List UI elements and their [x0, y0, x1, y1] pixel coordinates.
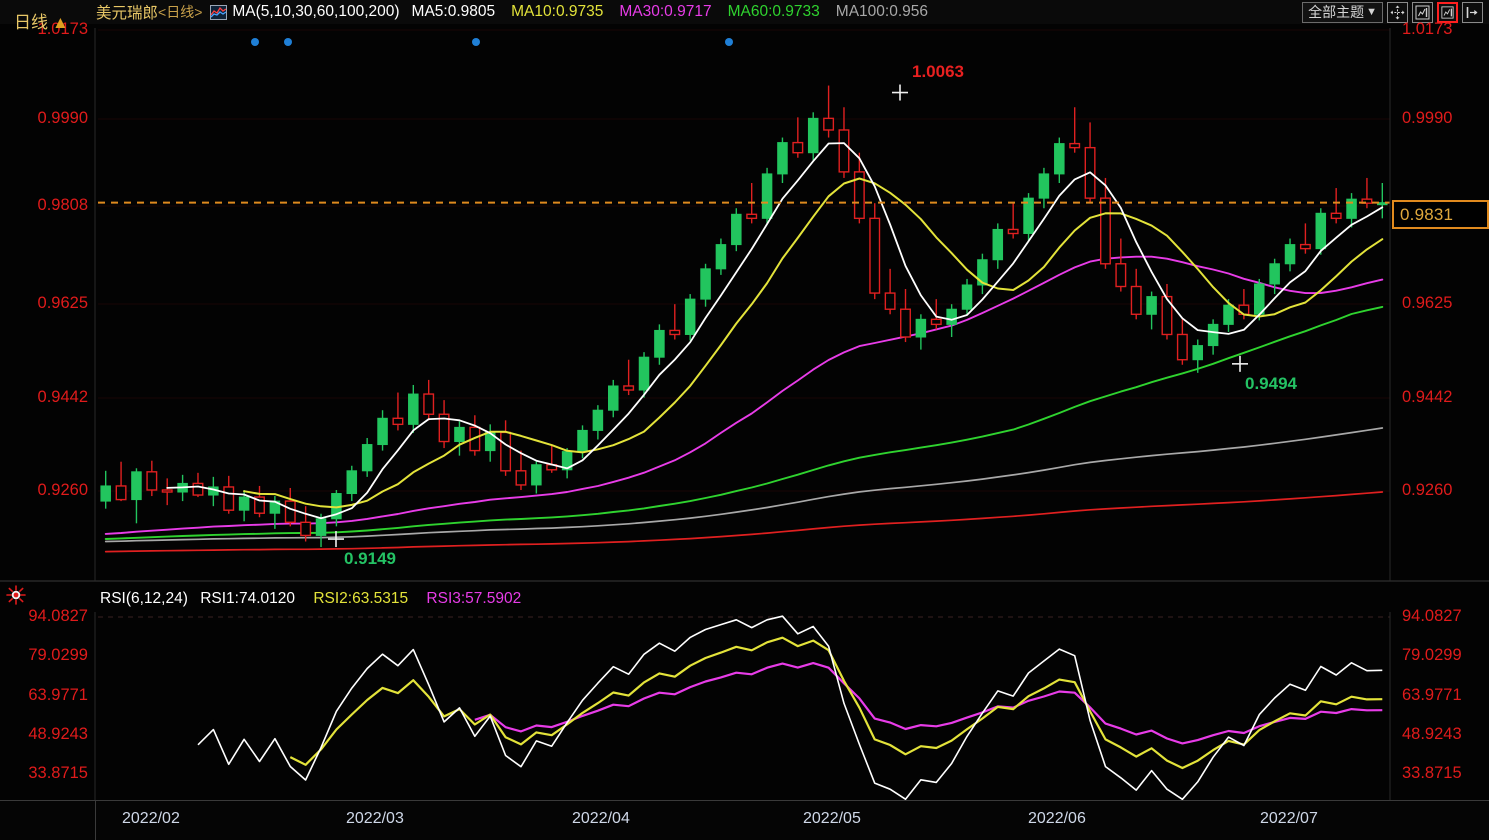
chart-toolbar: 全部主题 ▼: [1302, 2, 1483, 23]
symbol-period[interactable]: <日线>: [158, 4, 203, 20]
time-label-4: 2022/06: [1028, 810, 1086, 827]
price-ytick-left-4: 0.9442: [37, 388, 88, 406]
ma100-value: MA100:0.956: [835, 3, 929, 20]
time-label-5: 2022/07: [1260, 810, 1318, 827]
rsi-ytick-right-0: 94.0827: [1402, 607, 1462, 625]
high-annotation: 1.0063: [912, 62, 964, 81]
price-ytick-right-1: 0.9990: [1402, 109, 1453, 127]
time-label-1: 2022/03: [346, 810, 404, 827]
time-label-3: 2022/05: [803, 810, 861, 827]
ma30-value: MA30:0.9717: [619, 3, 712, 20]
price-ytick-left-2: 0.9808: [37, 196, 88, 214]
period-selector-label: 日线: [14, 13, 48, 32]
alert-sun-icon[interactable]: [2, 584, 30, 606]
current-price-tag[interactable]: 0.9831: [1392, 200, 1489, 229]
price-ytick-right-0: 1.0173: [1402, 20, 1453, 38]
price-ytick-right-4: 0.9260: [1402, 481, 1453, 499]
time-axis-divider: [0, 800, 1489, 801]
rsi-ytick-left-4: 33.8715: [28, 764, 88, 782]
chart-scale-right-icon[interactable]: [1437, 2, 1458, 23]
ma-indicator-icon[interactable]: [210, 4, 228, 20]
rsi-ytick-left-3: 48.9243: [28, 725, 88, 743]
rsi-legend: RSI(6,12,24) RSI1:74.0120 RSI2:63.5315 R…: [100, 590, 521, 608]
time-axis-bar: [0, 800, 1489, 840]
price-ytick-left-1: 0.9990: [37, 109, 88, 127]
time-label-2: 2022/04: [572, 810, 630, 827]
price-ytick-left-5: 0.9260: [37, 481, 88, 499]
symbol-name[interactable]: 美元瑞郎: [96, 5, 159, 22]
chevron-down-icon: ▼: [1366, 5, 1377, 18]
rsi-title: RSI(6,12,24): [100, 590, 188, 607]
rsi3-value: RSI3:57.5902: [426, 590, 522, 607]
price-ytick-right-2: 0.9625: [1402, 294, 1453, 312]
price-ytick-left-3: 0.9625: [37, 294, 88, 312]
low-annotation-left: 0.9149: [344, 549, 396, 568]
ma10-value: MA10:0.9735: [511, 3, 604, 20]
rsi-ytick-right-2: 63.9771: [1402, 686, 1462, 704]
ma5-value: MA5:0.9805: [411, 3, 496, 20]
crosshair-move-icon[interactable]: [1387, 2, 1408, 23]
price-ytick-left-0: 1.0173: [37, 20, 88, 38]
rsi-ytick-right-1: 79.0299: [1402, 646, 1462, 664]
rsi-ytick-left-2: 63.9771: [28, 686, 88, 704]
rsi-ytick-right-3: 48.9243: [1402, 725, 1462, 743]
time-label-0: 2022/02: [122, 810, 180, 827]
chart-header-bar: 美元瑞郎 <日线> MA(5,10,30,60,100,200) MA5:0.9…: [0, 0, 1489, 24]
theme-selector-button[interactable]: 全部主题 ▼: [1302, 2, 1383, 23]
rsi2-value: RSI2:63.5315: [313, 590, 409, 607]
rsi-ytick-left-0: 94.0827: [28, 607, 88, 625]
rsi1-value: RSI1:74.0120: [200, 590, 295, 607]
ma60-value: MA60:0.9733: [727, 3, 820, 20]
chart-scale-left-icon[interactable]: [1412, 2, 1433, 23]
triangle-up-icon: ▲: [52, 13, 69, 32]
period-selector[interactable]: 日线 ▲: [14, 8, 69, 33]
rsi-ytick-right-4: 33.8715: [1402, 764, 1462, 782]
chart-shift-out-icon[interactable]: [1462, 2, 1483, 23]
rsi-ytick-left-1: 79.0299: [28, 646, 88, 664]
ma-title: MA(5,10,30,60,100,200): [232, 3, 400, 20]
theme-selector-label: 全部主题: [1308, 3, 1365, 20]
footer-separator: [95, 800, 96, 840]
price-ytick-right-3: 0.9442: [1402, 388, 1453, 406]
low-annotation-right: 0.9494: [1245, 374, 1297, 393]
